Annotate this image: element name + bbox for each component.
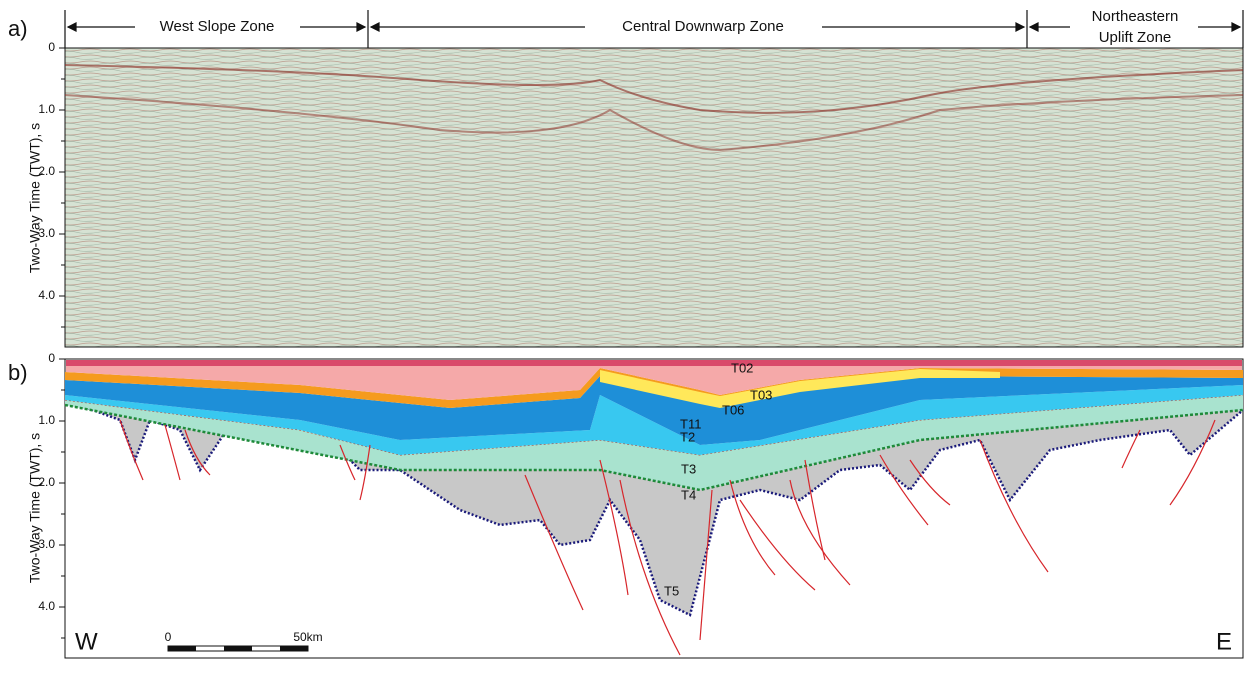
- zone-label: Northeastern: [1092, 8, 1179, 25]
- zone-label: Central Downwarp Zone: [622, 18, 784, 35]
- layer: [66, 360, 1242, 400]
- y-tick-label: 0: [48, 40, 55, 54]
- seismic-section: [64, 47, 1244, 348]
- layer: [65, 368, 1243, 408]
- zone-label: Uplift Zone: [1099, 29, 1172, 46]
- y-axis-label: Two-Way Time (TWT), s: [27, 123, 43, 273]
- basement-fill: [65, 400, 1243, 615]
- y-tick-label: 4.0: [38, 288, 55, 302]
- horizon: [64, 403, 1244, 492]
- layer: [65, 395, 1243, 490]
- y-tick-label: 0: [48, 351, 55, 365]
- horizon-label: T5: [664, 583, 679, 598]
- horizon-label: T03: [750, 387, 772, 402]
- y-axis-label: Two-Way Time (TWT), s: [27, 433, 43, 583]
- panel-label: b): [8, 360, 28, 385]
- y-tick-label: 3.0: [38, 537, 55, 551]
- y-ticks: 0 1.0 2.0 3.0 4.0: [38, 351, 65, 639]
- reflector: [64, 64, 1244, 114]
- layer: [600, 369, 1000, 408]
- y-tick-label: 4.0: [38, 599, 55, 613]
- y-ticks: 0 1.0 2.0 3.0 4.0: [38, 40, 65, 328]
- zone-label: West Slope Zone: [160, 18, 275, 35]
- horizon-label: T2: [680, 429, 695, 444]
- y-tick-label: 1.0: [38, 413, 55, 427]
- panel-label: a): [8, 16, 28, 41]
- direction-west: W: [75, 628, 98, 655]
- scale-label: 0: [165, 630, 172, 644]
- layer: [66, 360, 1242, 366]
- y-tick-label: 1.0: [38, 102, 55, 116]
- zone-arrows: [64, 10, 1244, 48]
- horizon-label: T06: [722, 402, 744, 417]
- scale-label: 50km: [293, 630, 322, 644]
- reflector: [64, 94, 1244, 152]
- direction-east: E: [1216, 628, 1232, 655]
- horizon-label: T3: [681, 461, 696, 476]
- faults: [119, 419, 1216, 656]
- layer: [65, 385, 1243, 455]
- horizon-label: T02: [731, 360, 753, 375]
- y-tick-label: 2.0: [38, 475, 55, 489]
- horizon-label: T11: [680, 416, 701, 431]
- layer: [65, 376, 1243, 445]
- scale-bar: [167, 645, 309, 652]
- y-tick-label: 2.0: [38, 164, 55, 178]
- y-tick-label: 3.0: [38, 226, 55, 240]
- horizon-label: T4: [681, 487, 696, 502]
